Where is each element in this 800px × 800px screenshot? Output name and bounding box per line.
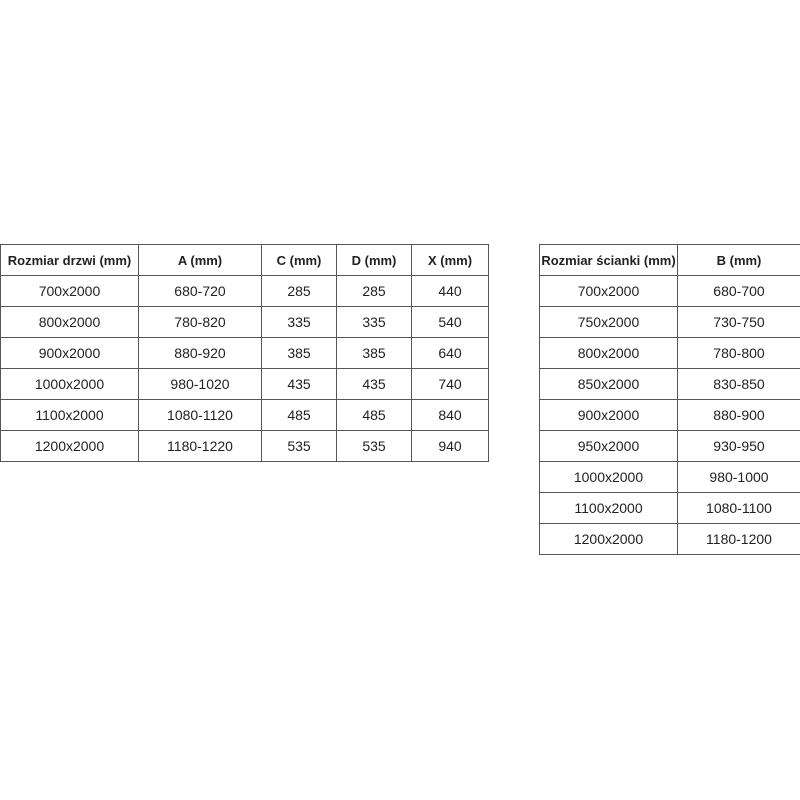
- table-cell: 335: [336, 306, 412, 338]
- table-cell: 750x2000: [539, 306, 678, 338]
- table-cell: 930-950: [677, 430, 800, 462]
- table-cell: 1000x2000: [539, 461, 678, 493]
- table-cell: 880-900: [677, 399, 800, 431]
- column-header: C (mm): [261, 244, 337, 276]
- table-row: 750x2000 730-750: [539, 306, 800, 338]
- table-row: 1200x2000 1180-1200: [539, 523, 800, 555]
- table-cell: 900x2000: [0, 337, 139, 369]
- table-cell: 680-700: [677, 275, 800, 307]
- table-row: 700x2000 680-700: [539, 275, 800, 307]
- table-cell: 1080-1100: [677, 492, 800, 524]
- table-cell: 740: [411, 368, 489, 400]
- table-cell: 540: [411, 306, 489, 338]
- table-cell: 940: [411, 430, 489, 462]
- table-row: 1100x2000 1080-1120 485 485 840: [0, 399, 489, 431]
- table-row: 700x2000 680-720 285 285 440: [0, 275, 489, 307]
- table-cell: 1200x2000: [539, 523, 678, 555]
- table-cell: 1180-1220: [138, 430, 262, 462]
- table-cell: 385: [261, 337, 337, 369]
- table-cell: 485: [261, 399, 337, 431]
- header-row: Rozmiar drzwi (mm) A (mm) C (mm) D (mm) X (m…: [0, 244, 489, 276]
- table-cell: 285: [336, 275, 412, 307]
- table-row: 1000x2000 980-1020 435 435 740: [0, 368, 489, 400]
- table-cell: 980-1020: [138, 368, 262, 400]
- table-cell: 640: [411, 337, 489, 369]
- table-cell: 1100x2000: [0, 399, 139, 431]
- table-row: 850x2000 830-850: [539, 368, 800, 400]
- column-header: X (mm): [411, 244, 489, 276]
- table-cell: 335: [261, 306, 337, 338]
- table-row: 800x2000 780-800: [539, 337, 800, 369]
- header-row: Rozmiar ścianki (mm) B (mm): [539, 244, 800, 276]
- table-row: 1200x2000 1180-1220 535 535 940: [0, 430, 489, 462]
- table-cell: 385: [336, 337, 412, 369]
- door-size-table: Rozmiar drzwi (mm) A (mm) C (mm) D (mm) X (m…: [0, 244, 489, 462]
- table-cell: 900x2000: [539, 399, 678, 431]
- column-header: A (mm): [138, 244, 262, 276]
- table-cell: 1000x2000: [0, 368, 139, 400]
- table-cell: 535: [261, 430, 337, 462]
- table-cell: 800x2000: [539, 337, 678, 369]
- column-header: B (mm): [677, 244, 800, 276]
- table-cell: 780-820: [138, 306, 262, 338]
- table-cell: 980-1000: [677, 461, 800, 493]
- table-cell: 850x2000: [539, 368, 678, 400]
- table-cell: 880-920: [138, 337, 262, 369]
- table-cell: 830-850: [677, 368, 800, 400]
- table-cell: 800x2000: [0, 306, 139, 338]
- table-cell: 1200x2000: [0, 430, 139, 462]
- column-header: Rozmiar ścianki (mm): [539, 244, 678, 276]
- table-row: 950x2000 930-950: [539, 430, 800, 462]
- column-header: D (mm): [336, 244, 412, 276]
- table-row: 800x2000 780-820 335 335 540: [0, 306, 489, 338]
- table-cell: 435: [336, 368, 412, 400]
- table-cell: 1080-1120: [138, 399, 262, 431]
- table-cell: 700x2000: [0, 275, 139, 307]
- table-cell: 1100x2000: [539, 492, 678, 524]
- table-cell: 700x2000: [539, 275, 678, 307]
- table-cell: 535: [336, 430, 412, 462]
- table-cell: 780-800: [677, 337, 800, 369]
- table-cell: 1180-1200: [677, 523, 800, 555]
- table-row: 900x2000 880-900: [539, 399, 800, 431]
- table-cell: 485: [336, 399, 412, 431]
- table-cell: 730-750: [677, 306, 800, 338]
- column-header: Rozmiar drzwi (mm): [0, 244, 139, 276]
- table-cell: 680-720: [138, 275, 262, 307]
- table-row: 1100x2000 1080-1100: [539, 492, 800, 524]
- table-cell: 950x2000: [539, 430, 678, 462]
- table-cell: 440: [411, 275, 489, 307]
- wall-size-table: Rozmiar ścianki (mm) B (mm) 700x2000 680-7…: [539, 244, 800, 555]
- table-row: 900x2000 880-920 385 385 640: [0, 337, 489, 369]
- table-cell: 435: [261, 368, 337, 400]
- table-cell: 285: [261, 275, 337, 307]
- table-row: 1000x2000 980-1000: [539, 461, 800, 493]
- table-cell: 840: [411, 399, 489, 431]
